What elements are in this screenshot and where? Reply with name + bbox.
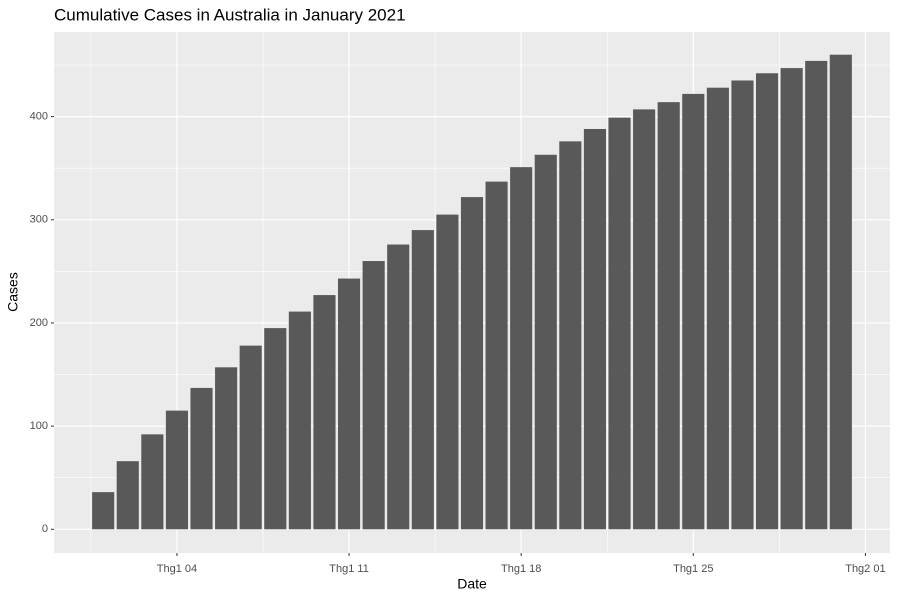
bar bbox=[731, 80, 754, 530]
bar bbox=[755, 73, 779, 530]
bar bbox=[411, 230, 434, 530]
bar bbox=[190, 387, 213, 530]
bar bbox=[436, 214, 459, 530]
x-tick-label: Thg1 04 bbox=[157, 563, 197, 575]
bar bbox=[337, 278, 361, 530]
y-tick-label: 0 bbox=[42, 523, 48, 535]
chart-title: Cumulative Cases in Australia in January… bbox=[54, 5, 406, 24]
y-tick-label: 100 bbox=[30, 420, 48, 432]
bar bbox=[829, 54, 852, 530]
bar bbox=[215, 367, 238, 530]
bar bbox=[559, 141, 582, 530]
bar bbox=[313, 295, 336, 530]
bar bbox=[362, 261, 385, 530]
bar bbox=[264, 328, 287, 530]
bar bbox=[460, 197, 484, 530]
x-tick-label: Thg2 01 bbox=[845, 563, 885, 575]
y-tick-label: 200 bbox=[30, 317, 48, 329]
bar bbox=[510, 167, 533, 530]
x-tick-label: Thg1 25 bbox=[673, 563, 713, 575]
bar bbox=[288, 311, 311, 530]
bar bbox=[141, 434, 164, 530]
y-tick-label: 400 bbox=[30, 111, 48, 123]
y-axis-label: Cases bbox=[5, 272, 21, 312]
bar bbox=[92, 492, 115, 530]
bar bbox=[682, 93, 705, 530]
bar bbox=[239, 345, 262, 530]
bar bbox=[116, 461, 139, 530]
bar bbox=[633, 109, 656, 530]
y-tick-label: 300 bbox=[30, 214, 48, 226]
x-tick-label: Thg1 18 bbox=[501, 563, 541, 575]
x-tick-label: Thg1 11 bbox=[329, 563, 369, 575]
bar bbox=[387, 244, 410, 530]
bar bbox=[583, 128, 607, 530]
bar bbox=[657, 102, 680, 530]
bar bbox=[780, 68, 803, 530]
bar bbox=[534, 154, 557, 530]
bar bbox=[165, 410, 189, 530]
bar bbox=[805, 60, 828, 530]
bar bbox=[706, 87, 729, 530]
x-axis-label: Date bbox=[457, 576, 487, 592]
bar bbox=[608, 117, 631, 530]
bar bbox=[485, 181, 508, 530]
